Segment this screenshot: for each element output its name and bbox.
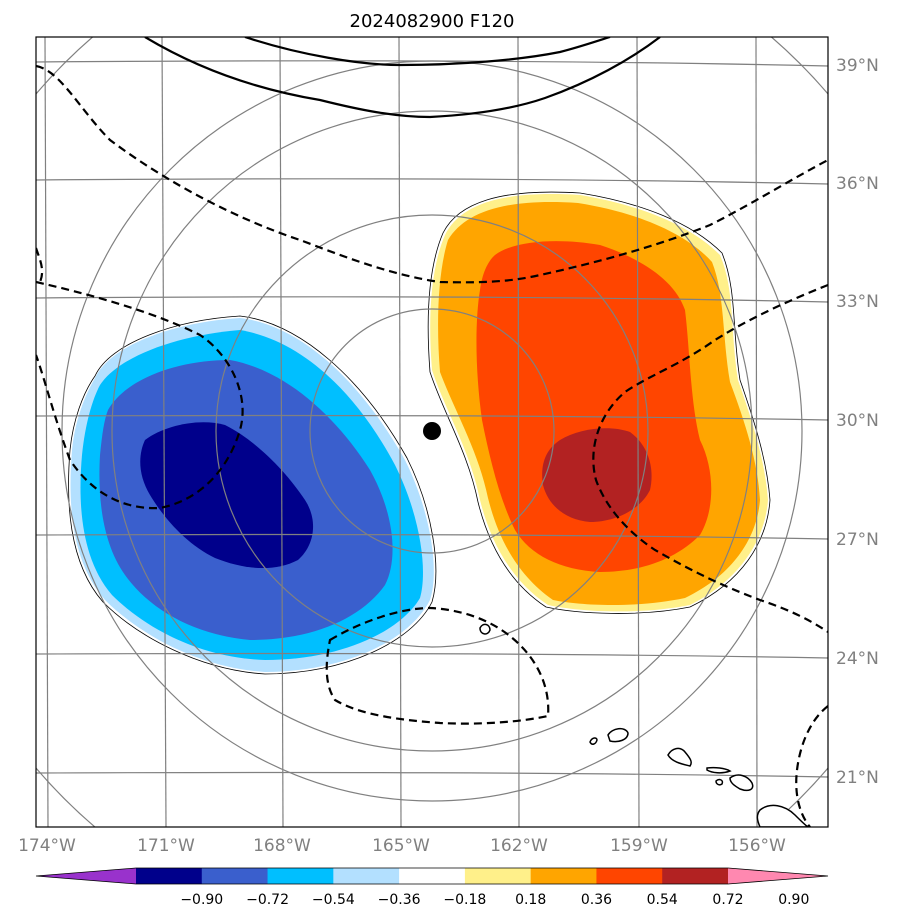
colorbar-tick-label: −0.90 [180,892,223,908]
colorbar-bin [136,868,203,884]
lon-labels: 174°W 171°W 168°W 165°W 162°W 159°W 156°… [18,836,786,856]
lat-line-30N [36,414,828,421]
lat-line-27N [36,533,828,540]
dashed-contour [36,280,244,510]
colorbar: −0.90 −0.72 −0.54 −0.36 −0.18 0.18 0.36 0.54 0.7… [35,867,829,908]
lon-line-168W [279,37,284,827]
lon-tick-label: 165°W [372,836,430,856]
anomaly-fill-red-orange [476,241,712,572]
lon-line-156W [755,37,758,827]
dashed-contour [795,705,828,827]
colorbar-bin [333,868,400,884]
lat-line-33N [36,296,828,303]
lon-tick-label: 174°W [18,836,76,856]
colorbar-tick-label: 0.90 [778,892,809,908]
island-molokai [706,766,732,774]
colorbar-bin [201,868,269,884]
island-oahu [667,747,692,767]
lon-tick-label: 159°W [610,836,668,856]
graticule [36,37,828,827]
lon-tick-label: 162°W [490,836,548,856]
range-ring [215,214,649,648]
lon-line-174W [44,37,49,827]
colorbar-tick-label: 0.36 [581,892,612,908]
colorbar-extend-high [728,868,828,884]
colorbar-extend-low [36,868,136,884]
colorbar-tick-label: 0.18 [515,892,546,908]
dashed-contour [325,606,550,725]
dashed-contour [592,283,828,633]
lon-tick-label: 156°W [728,836,786,856]
lat-line-21N [36,771,828,778]
lon-line-171W [161,37,167,827]
lat-tick-label: 21°N [836,768,879,788]
lat-tick-label: 33°N [836,292,879,312]
colorbar-tick-label: −0.72 [246,892,289,908]
lat-tick-label: 24°N [836,649,879,669]
colorbar-bin [596,868,663,884]
hawaii-coastline [589,727,810,827]
lat-tick-label: 36°N [836,174,879,194]
colorbar-outline [35,867,829,885]
anomaly-outline [68,315,437,675]
colorbar-bin [267,868,334,884]
lon-line-162W [517,37,520,827]
colorbar-tick-label: −0.54 [312,892,355,908]
island-maui [729,774,754,792]
lat-tick-label: 39°N [836,56,879,76]
storm-center-marker [423,422,441,440]
colorbar-tick-label: −0.18 [443,892,486,908]
colorbar-bin [530,868,597,884]
colorbar-tick-label: 0.72 [712,892,743,908]
range-ring [61,60,803,802]
lat-line-24N [36,652,828,659]
lon-tick-label: 168°W [253,836,311,856]
lon-line-165W [398,37,402,827]
anomaly-outline [427,191,771,614]
island-hawaii [756,804,810,827]
contour-lines [36,37,828,827]
island-kauai [607,727,629,743]
colorbar-tick-label: −0.36 [378,892,421,908]
small-contour [479,623,491,635]
chart-title: 2024082900 F120 [350,11,515,32]
negative-anomaly [68,315,437,675]
lat-line-36N [36,178,828,185]
lon-line-159W [636,37,640,827]
colorbar-tick-label: 0.54 [647,892,678,908]
lon-tick-label: 171°W [137,836,195,856]
dashed-contour [36,247,44,283]
colorbar-bin [399,868,466,884]
colorbar-bin [662,868,729,884]
island-lanai [715,778,724,786]
solid-contour [144,37,661,119]
dashed-contour [36,64,828,284]
anomaly-fill-dark-red [542,428,652,522]
range-ring [309,308,555,554]
range-ring [111,110,753,752]
island-niihau [589,737,598,745]
lat-labels: 39°N 36°N 33°N 30°N 27°N 24°N 21°N [836,56,879,788]
colorbar-bin [464,868,532,884]
lat-tick-label: 30°N [836,411,879,431]
map-frame [35,36,829,828]
lat-tick-label: 27°N [836,530,879,550]
anomaly-fill-navy [140,422,314,569]
solid-contour [244,37,611,67]
